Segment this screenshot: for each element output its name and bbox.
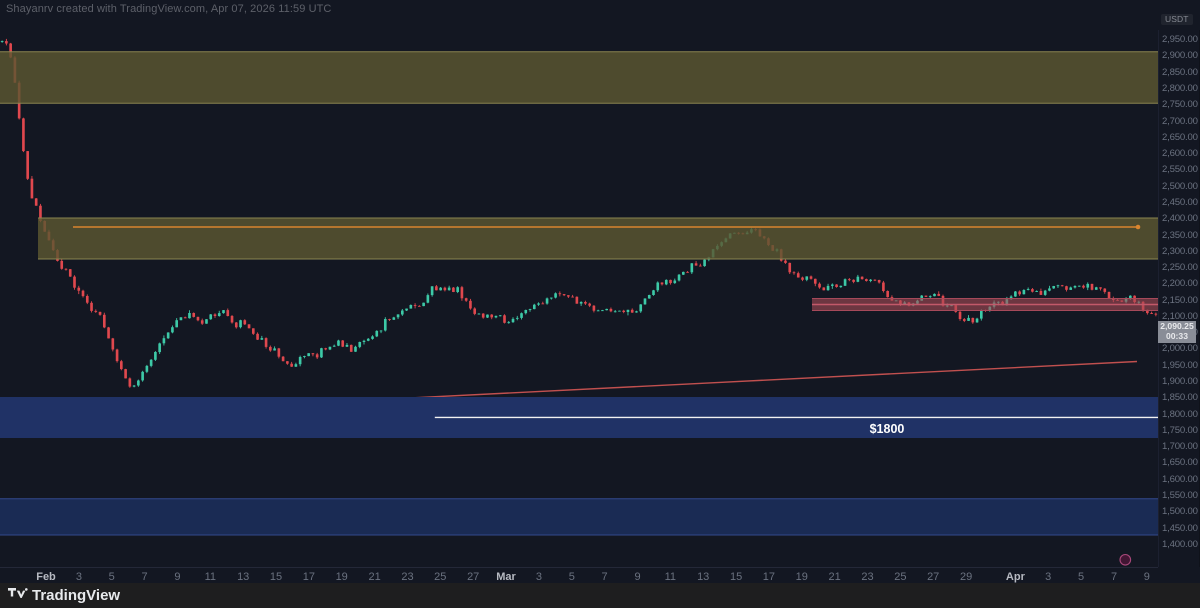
svg-text:$1800: $1800 xyxy=(870,422,905,436)
